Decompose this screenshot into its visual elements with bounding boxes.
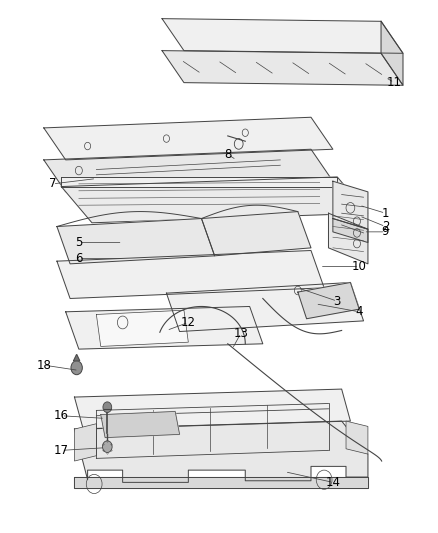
Polygon shape — [57, 251, 324, 298]
Text: 11: 11 — [387, 76, 402, 89]
Text: 6: 6 — [75, 252, 83, 265]
Polygon shape — [74, 354, 80, 361]
Polygon shape — [381, 21, 403, 85]
Polygon shape — [201, 212, 311, 256]
Polygon shape — [61, 177, 337, 187]
Polygon shape — [346, 421, 368, 454]
Text: 14: 14 — [325, 476, 340, 489]
Text: 9: 9 — [381, 225, 389, 238]
Polygon shape — [96, 310, 188, 346]
Polygon shape — [44, 117, 333, 160]
Polygon shape — [328, 213, 368, 264]
Polygon shape — [333, 181, 368, 229]
Polygon shape — [74, 424, 96, 461]
Polygon shape — [101, 411, 180, 438]
Text: 10: 10 — [352, 260, 367, 273]
Text: 1: 1 — [381, 207, 389, 220]
Polygon shape — [74, 389, 350, 429]
Text: 16: 16 — [54, 409, 69, 422]
Polygon shape — [166, 282, 364, 332]
Polygon shape — [44, 149, 333, 192]
Text: 2: 2 — [381, 220, 389, 233]
Text: 13: 13 — [233, 327, 248, 340]
Polygon shape — [61, 177, 368, 223]
Polygon shape — [57, 219, 215, 264]
Polygon shape — [298, 282, 359, 319]
Polygon shape — [333, 219, 368, 243]
Polygon shape — [74, 477, 368, 488]
Polygon shape — [162, 19, 403, 53]
Text: 17: 17 — [54, 444, 69, 457]
Text: 7: 7 — [49, 177, 57, 190]
Polygon shape — [74, 421, 368, 482]
Circle shape — [103, 402, 112, 413]
Circle shape — [102, 441, 112, 453]
Text: 4: 4 — [355, 305, 363, 318]
Text: 5: 5 — [75, 236, 82, 249]
Text: 12: 12 — [181, 316, 196, 329]
Text: 18: 18 — [36, 359, 51, 372]
Polygon shape — [66, 306, 263, 349]
Polygon shape — [162, 51, 403, 85]
Text: 3: 3 — [334, 295, 341, 308]
Circle shape — [71, 361, 82, 375]
Text: 8: 8 — [224, 148, 231, 161]
